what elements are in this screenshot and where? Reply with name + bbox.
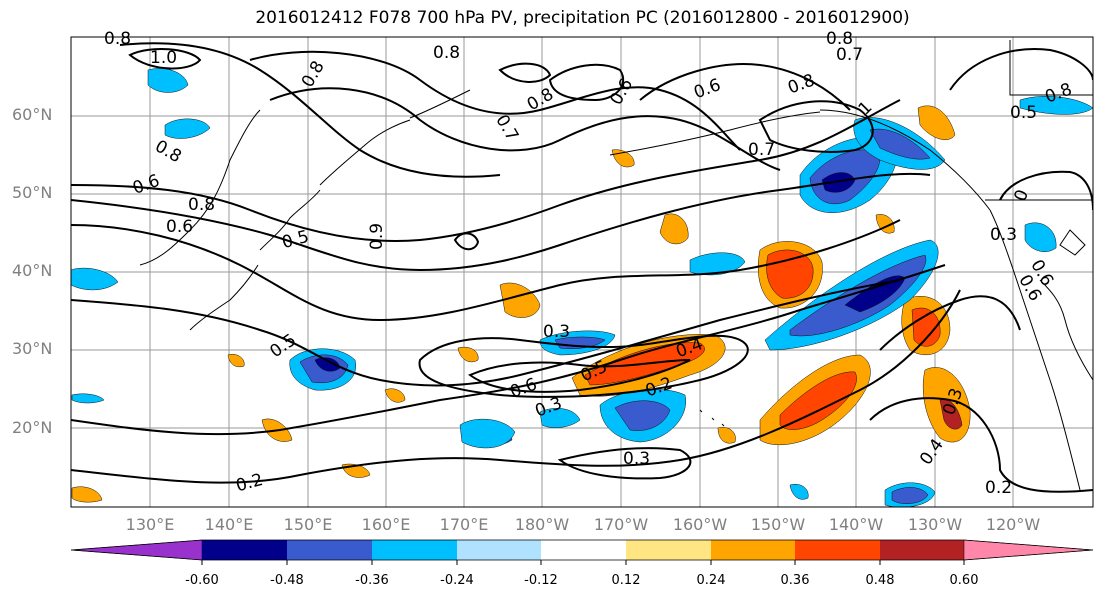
contour-label: 0.8 <box>433 43 460 63</box>
colorbar-extend-left <box>70 539 203 561</box>
contour-label: 0.5 <box>1010 103 1037 123</box>
contour-label: 0.3 <box>623 449 650 469</box>
map-frame <box>70 36 1094 508</box>
colorbar-tick-label: -0.36 <box>355 573 389 588</box>
lat-label: 20°N <box>12 418 53 437</box>
colorbar-tick-label: -0.24 <box>440 573 474 588</box>
lon-label: 140°E <box>204 515 254 534</box>
coastlines <box>139 40 1093 491</box>
colorbar <box>70 539 1094 565</box>
lon-label: 150°E <box>283 515 333 534</box>
lon-label: 180°W <box>514 515 570 534</box>
colorbar-segment <box>541 540 626 560</box>
lon-label: 170°E <box>439 515 489 534</box>
colorbar-tick-label: 0.60 <box>949 573 979 588</box>
colorbar-tick-label: -0.48 <box>270 573 304 588</box>
lat-label: 30°N <box>12 339 53 358</box>
colorbar-extend-right <box>963 539 1094 561</box>
lat-label: 40°N <box>12 261 53 280</box>
colorbar-segment <box>711 540 795 560</box>
colorbar-segment <box>457 540 541 560</box>
contour-label: 1.0 <box>150 48 177 68</box>
contour-label: 0.6 <box>166 217 193 237</box>
lon-label: 160°W <box>672 515 728 534</box>
colorbar-tick-label: -0.12 <box>524 573 558 588</box>
precip-positive-east-core <box>911 307 941 347</box>
colorbar-segment <box>795 540 880 560</box>
colorbar-segment <box>372 540 457 560</box>
precip-positive-se-core <box>779 371 857 430</box>
lon-label: 130°E <box>125 515 175 534</box>
precipitation-shading <box>71 68 1093 507</box>
contour-label: 0.2 <box>985 478 1012 498</box>
colorbar-segment <box>626 540 711 560</box>
colorbar-tick-label: 0.48 <box>865 573 895 588</box>
lon-label: 160°E <box>361 515 411 534</box>
colorbar-segment <box>202 540 287 560</box>
lon-label: 140°W <box>828 515 884 534</box>
lon-label: 150°W <box>750 515 806 534</box>
colorbar-tick-label: 0.36 <box>780 573 810 588</box>
colorbar-tick-label: 0.12 <box>611 573 641 588</box>
contour-label: 0.8 <box>104 29 131 49</box>
contour-label: 0.9 <box>367 223 387 250</box>
contour-label: 0.8 <box>188 195 215 215</box>
colorbar-tick-label: -0.60 <box>185 573 219 588</box>
lat-label: 60°N <box>12 105 53 124</box>
contour-label: 0.7 <box>748 140 775 160</box>
lon-label: 170°W <box>593 515 649 534</box>
lon-label: 120°W <box>985 515 1041 534</box>
map-title: 2016012412 F078 700 hPa PV, precipitatio… <box>255 8 910 28</box>
contour-label: 0.3 <box>990 225 1017 245</box>
contour-label: 0.3 <box>543 322 570 342</box>
contour-label: 0.7 <box>836 45 863 65</box>
colorbar-segment <box>880 540 964 560</box>
colorbar-segment <box>287 540 372 560</box>
contour-label: 0.8 <box>826 29 853 49</box>
pv-contours <box>71 42 1093 493</box>
colorbar-tick-label: 0.24 <box>696 573 726 588</box>
lat-label: 50°N <box>12 183 53 202</box>
lon-label: 130°W <box>907 515 963 534</box>
